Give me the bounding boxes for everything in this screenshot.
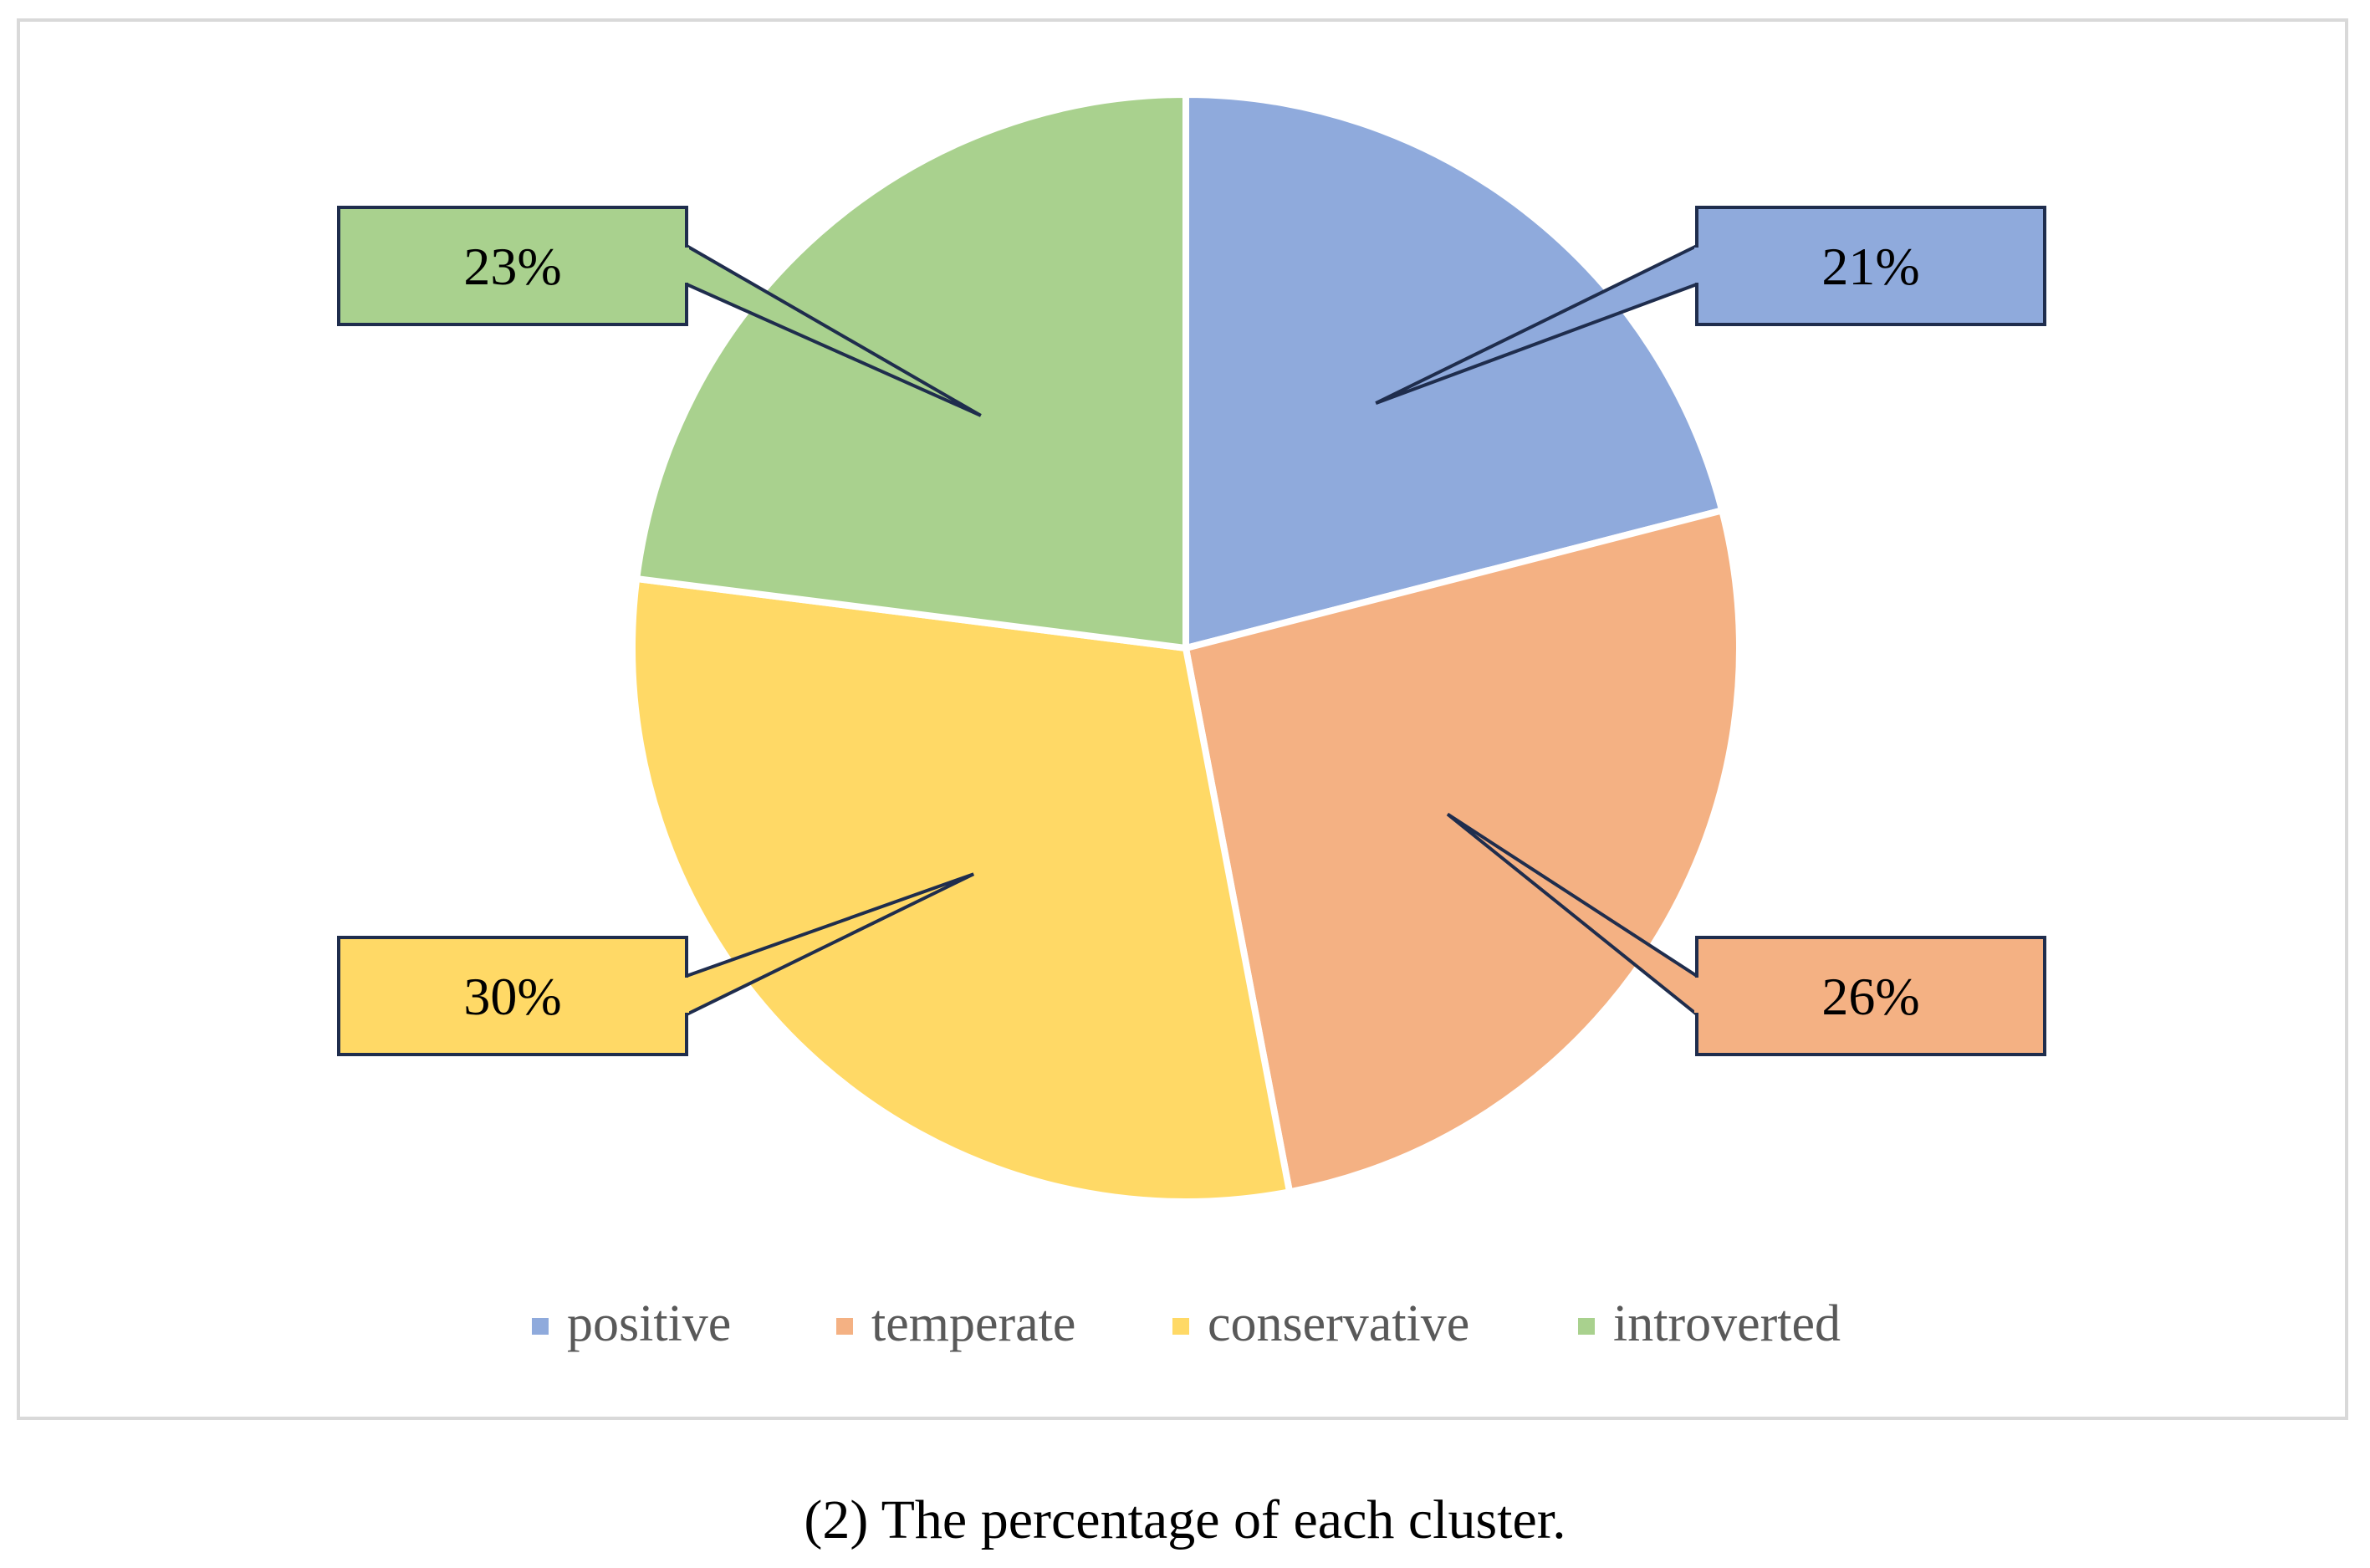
legend-item-temperate: temperate xyxy=(836,1295,1075,1352)
pie-slice-introverted xyxy=(633,91,1189,651)
legend-item-introverted: introverted xyxy=(1578,1295,1841,1352)
callout-conservative: 30% xyxy=(337,872,975,1056)
figure-caption: (2) The percentage of each cluster. xyxy=(804,1489,1566,1550)
pie-slice-temperate xyxy=(1182,507,1743,1196)
legend-swatch xyxy=(836,1318,853,1335)
callout-positive: 21% xyxy=(1375,206,2046,405)
legend-swatch xyxy=(1578,1318,1595,1335)
data-label-temperate: 26% xyxy=(1821,967,1919,1026)
legend-label: conservative xyxy=(1208,1295,1469,1352)
legend-item-conservative: conservative xyxy=(1172,1295,1469,1352)
pie-slice-conservative xyxy=(629,575,1294,1205)
legend-label: temperate xyxy=(871,1295,1075,1352)
legend-label: positive xyxy=(567,1295,731,1352)
callout-temperate: 26% xyxy=(1446,812,2046,1056)
legend-swatch xyxy=(532,1318,549,1335)
data-label-callouts: 21% 26% 30% 23% xyxy=(337,206,2046,1056)
legend-item-positive: positive xyxy=(532,1295,731,1352)
data-label-introverted: 23% xyxy=(463,237,561,296)
pie-slices xyxy=(629,91,1743,1205)
callout-box xyxy=(337,206,688,326)
legend: positive temperate conservative introverted xyxy=(532,1295,1841,1352)
legend-label: introverted xyxy=(1613,1295,1841,1352)
callout-introverted: 23% xyxy=(337,206,982,417)
data-label-conservative: 30% xyxy=(463,967,561,1026)
data-label-positive: 21% xyxy=(1821,237,1919,296)
legend-swatch xyxy=(1172,1318,1189,1335)
